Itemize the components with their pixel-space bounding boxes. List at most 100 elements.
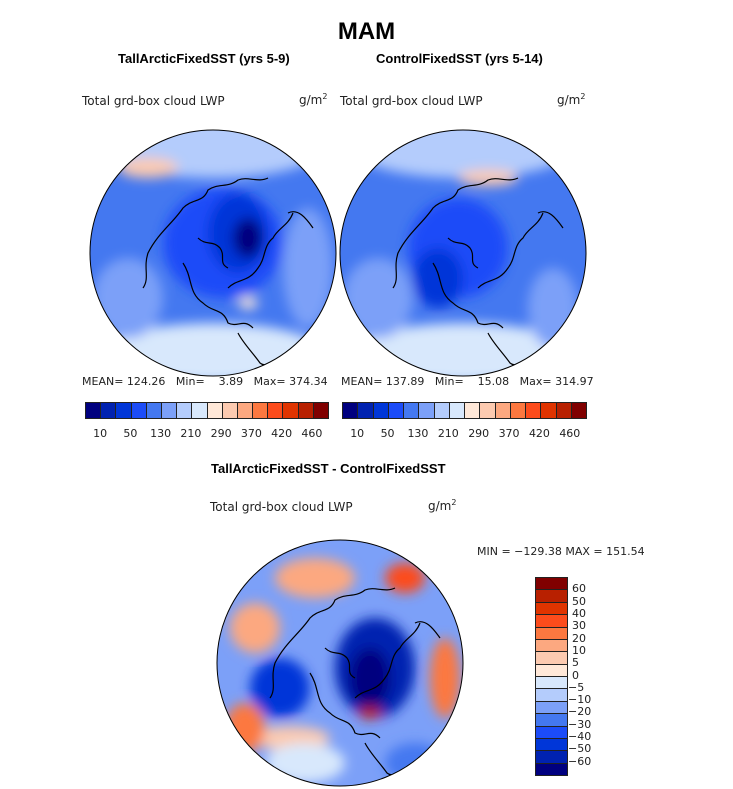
colorbar-label: 50 bbox=[572, 594, 586, 608]
panel3-minmax: MIN = −129.38 MAX = 151.54 bbox=[477, 545, 645, 558]
panel1-polar-map bbox=[89, 129, 337, 377]
field-contour bbox=[230, 603, 280, 653]
colorbar-box bbox=[298, 403, 314, 418]
colorbar-label: 290 bbox=[210, 427, 232, 440]
map-boundary bbox=[339, 129, 587, 377]
colorbar-box bbox=[146, 403, 162, 418]
units-text: g/m bbox=[428, 499, 452, 513]
colorbar-box bbox=[313, 403, 328, 418]
map-boundary bbox=[89, 129, 337, 377]
min-label: Min= bbox=[175, 375, 205, 388]
panel3-title: TallArcticFixedSST - ControlFixedSST bbox=[211, 461, 446, 476]
colorbar-label: −30 bbox=[568, 717, 592, 731]
colorbar-box bbox=[536, 763, 567, 775]
field-contour bbox=[233, 218, 263, 258]
field-contour bbox=[250, 658, 310, 718]
coastline bbox=[142, 177, 314, 369]
units-sup: 2 bbox=[451, 498, 457, 507]
colorbar-label: 420 bbox=[528, 427, 550, 440]
colorbar-label: 50 bbox=[380, 427, 395, 440]
panel2-variable: Total grd-box cloud LWP bbox=[340, 94, 483, 108]
colorbar-label: 0 bbox=[572, 668, 579, 682]
colorbar-box bbox=[237, 403, 254, 418]
colorbar-box bbox=[526, 403, 542, 418]
colorbar-box bbox=[536, 664, 567, 677]
colorbar-label: 10 bbox=[350, 427, 365, 440]
max-label: Max= bbox=[253, 375, 286, 388]
colorbar-box bbox=[536, 615, 567, 628]
colorbar-label: 420 bbox=[271, 427, 293, 440]
colorbar-label: −60 bbox=[568, 754, 592, 768]
panel2-title: ControlFixedSST (yrs 5-14) bbox=[376, 51, 543, 66]
colorbar-box bbox=[556, 403, 572, 418]
panel1-stats: MEAN= 124.26 Min= 3.89 Max= 374.34 bbox=[82, 375, 328, 388]
colorbar-box bbox=[536, 652, 567, 665]
colorbar-box bbox=[536, 639, 567, 653]
colorbar-box bbox=[161, 403, 178, 418]
colorbar-label: −5 bbox=[568, 680, 585, 694]
field-contour bbox=[225, 703, 265, 753]
colorbar-box bbox=[571, 403, 586, 418]
panel3-variable: Total grd-box cloud LWP bbox=[210, 500, 353, 514]
colorbar-label: 50 bbox=[123, 427, 138, 440]
field-contour bbox=[238, 297, 258, 309]
panel2-stats: MEAN= 137.89 Min= 15.08 Max= 314.97 bbox=[341, 375, 594, 388]
colorbar-label: 460 bbox=[301, 427, 323, 440]
panel1-title: TallArcticFixedSST (yrs 5-9) bbox=[118, 51, 290, 66]
colorbar-box bbox=[192, 403, 208, 418]
colorbar-label: 370 bbox=[498, 427, 520, 440]
mean-label: MEAN= bbox=[82, 375, 124, 388]
colorbar-box bbox=[343, 403, 359, 418]
colorbar-box bbox=[536, 689, 567, 702]
colorbar-box bbox=[434, 403, 450, 418]
colorbar-label: 30 bbox=[572, 619, 586, 633]
min-label: Min= bbox=[434, 375, 464, 388]
colorbar-box bbox=[116, 403, 132, 418]
colorbar-label: 10 bbox=[572, 643, 586, 657]
field-contour bbox=[413, 248, 463, 308]
field-contour bbox=[350, 648, 390, 708]
colorbar-box bbox=[86, 403, 102, 418]
colorbar-box bbox=[253, 403, 269, 418]
panel3-colorbar bbox=[535, 577, 568, 776]
field-contour bbox=[283, 208, 333, 328]
colorbar-box bbox=[177, 403, 193, 418]
colorbar-box bbox=[268, 403, 284, 418]
colorbar-box bbox=[419, 403, 435, 418]
max-value: 314.97 bbox=[555, 375, 594, 388]
panel1-colorbar bbox=[85, 402, 329, 419]
units-text: g/m bbox=[557, 93, 581, 107]
colorbar-box bbox=[449, 403, 465, 418]
colorbar-box bbox=[131, 403, 147, 418]
colorbar-label: 210 bbox=[180, 427, 202, 440]
colorbar-label: 210 bbox=[437, 427, 459, 440]
colorbar-box bbox=[373, 403, 389, 418]
units-sup: 2 bbox=[580, 92, 586, 101]
units-text: g/m bbox=[299, 93, 323, 107]
field-contour bbox=[275, 558, 355, 598]
colorbar-label: 20 bbox=[572, 631, 586, 645]
panel3-polar-map bbox=[216, 539, 464, 787]
colorbar-label: 40 bbox=[572, 606, 586, 620]
colorbar-label: 130 bbox=[150, 427, 172, 440]
colorbar-box bbox=[404, 403, 420, 418]
panel2-colorbar bbox=[342, 402, 587, 419]
colorbar-box bbox=[536, 590, 567, 603]
mean-label: MEAN= bbox=[341, 375, 383, 388]
panel1-variable: Total grd-box cloud LWP bbox=[82, 94, 225, 108]
coastline bbox=[392, 177, 564, 369]
colorbar-label: −40 bbox=[568, 730, 592, 744]
colorbar-label: −20 bbox=[568, 705, 592, 719]
colorbar-box bbox=[388, 403, 404, 418]
colorbar-box bbox=[536, 627, 567, 640]
colorbar-box bbox=[536, 701, 567, 715]
colorbar-box bbox=[222, 403, 238, 418]
panel2-polar-map bbox=[339, 129, 587, 377]
colorbar-box bbox=[536, 602, 567, 616]
min-value: 15.08 bbox=[477, 375, 510, 388]
max-label: Max= bbox=[519, 375, 552, 388]
colorbar-box bbox=[536, 726, 567, 739]
coastline bbox=[269, 587, 441, 779]
field-contour bbox=[430, 638, 460, 718]
